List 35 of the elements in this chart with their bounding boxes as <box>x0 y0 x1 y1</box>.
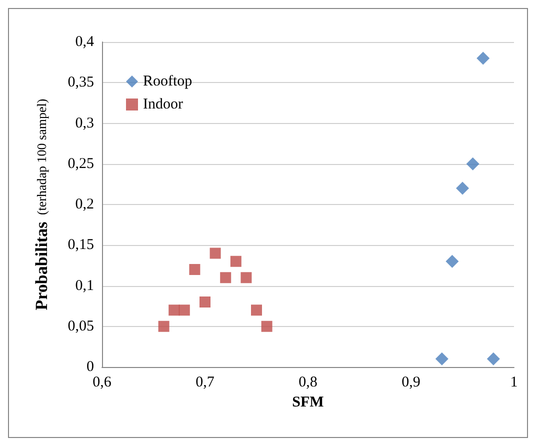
y-axis-title: Probabilitas (terhadap 100 sampel) <box>32 98 51 310</box>
point <box>486 352 500 366</box>
point <box>158 320 170 332</box>
y-tick-label: 0,25 <box>68 156 94 172</box>
y-tick-label: 0,15 <box>68 237 94 254</box>
y-tick-label: 0 <box>86 359 94 375</box>
point <box>240 272 252 284</box>
y-tick-label: 0,1 <box>75 278 94 294</box>
y-tick-label: 0,35 <box>68 74 94 91</box>
point <box>261 320 272 332</box>
y-tick-label: 0,05 <box>68 318 94 334</box>
point <box>189 264 200 275</box>
point <box>446 254 459 268</box>
point <box>476 52 490 65</box>
point <box>210 248 221 259</box>
legend-label: Rooftop <box>143 74 192 90</box>
point <box>251 304 262 316</box>
x-tick-label: 0,7 <box>196 374 215 390</box>
x-axis-title: SFM <box>292 394 324 410</box>
point <box>435 352 448 366</box>
y-tick-label: 0,3 <box>75 115 94 132</box>
point <box>456 182 469 195</box>
legend-label: Indoor <box>143 96 183 112</box>
point <box>200 296 210 308</box>
point <box>178 304 190 316</box>
y-tick-label: 0,2 <box>75 196 94 212</box>
point <box>220 272 232 284</box>
point <box>230 256 242 267</box>
x-tick-label: 0,9 <box>402 374 420 390</box>
point <box>168 304 180 316</box>
y-tick-label: 0,4 <box>75 34 94 50</box>
x-tick-label: 0,8 <box>298 374 318 390</box>
x-tick-label: 0,6 <box>92 374 112 390</box>
x-tick-label: 1 <box>510 374 518 390</box>
point <box>466 157 480 170</box>
